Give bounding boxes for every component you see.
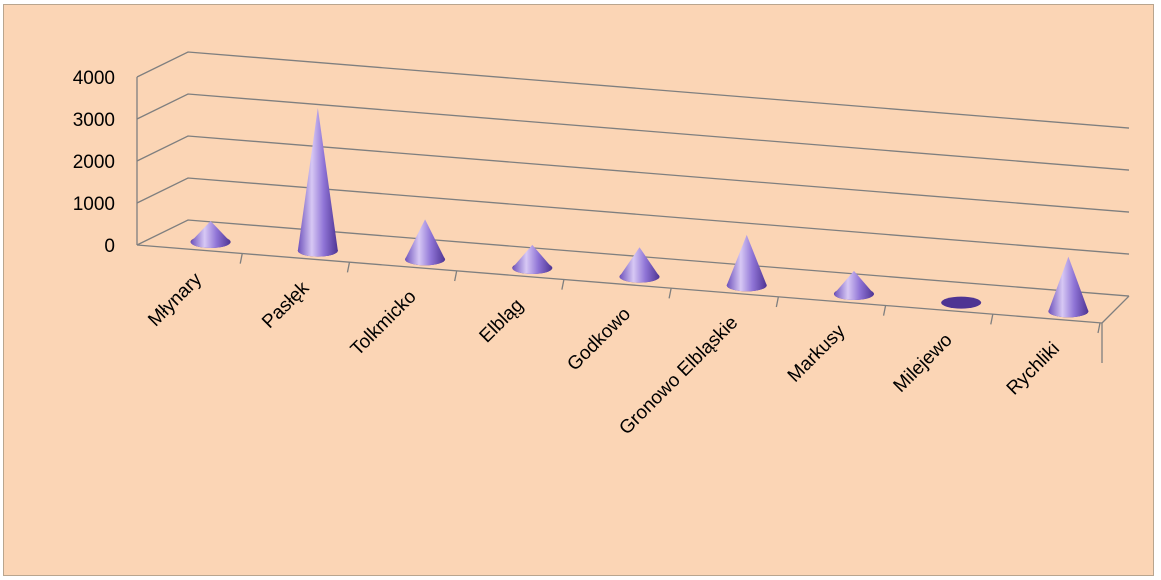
gridline — [136, 93, 1130, 171]
cone-body — [512, 244, 553, 274]
x-tick-label: Młynary — [144, 269, 206, 331]
cone-mark — [512, 244, 553, 274]
cone-body — [1048, 256, 1089, 318]
x-tick-label: Rychliki — [1003, 338, 1064, 399]
cone-base — [941, 296, 982, 309]
x-axis-line — [136, 244, 1103, 324]
cone-body — [726, 234, 767, 292]
cone-mark — [1048, 256, 1089, 318]
x-tick — [346, 262, 351, 273]
cone-mark — [297, 107, 338, 257]
x-tick — [1097, 322, 1101, 334]
cone-body — [190, 220, 231, 248]
gridline — [136, 51, 1130, 129]
gridlines — [136, 51, 1130, 363]
cone-chart: 4000 3000 2000 1000 0 Młynary Pasłęk Tolkmicko… — [73, 51, 1130, 440]
gridline — [136, 177, 1130, 255]
floor-right-depth — [1101, 295, 1130, 324]
x-tick-label: Godkowo — [563, 304, 635, 376]
x-tick-label: Gronowo Elbląskie — [615, 312, 742, 439]
y-tick-label: 1000 — [73, 194, 115, 215]
x-tick-label: Pasłęk — [258, 277, 314, 333]
cone-mark — [726, 234, 767, 292]
gridline — [136, 219, 1130, 297]
x-tick — [882, 305, 887, 316]
x-axis-labels: Młynary Pasłęk Tolkmicko Elbląg GodkowoGrono… — [144, 269, 1064, 440]
cone-mark — [405, 219, 446, 266]
x-tick — [561, 279, 565, 290]
x-tick — [239, 253, 243, 264]
y-tick-label: 0 — [104, 236, 115, 257]
x-tick — [668, 288, 672, 299]
gridline — [136, 135, 1130, 213]
y-axis-ticks: 4000 3000 2000 1000 0 — [73, 68, 115, 257]
cone-body — [619, 247, 660, 283]
y-tick-label: 2000 — [73, 152, 115, 173]
cones — [190, 107, 1089, 318]
x-tick-label: Markusy — [784, 321, 850, 387]
cone-body — [405, 219, 446, 266]
chart-area: 4000 3000 2000 1000 0 Młynary Pasłęk Tolkmicko… — [3, 4, 1154, 576]
cone-mark — [619, 247, 660, 283]
cone-mark — [190, 220, 231, 248]
x-tick-label: Tolkmicko — [347, 286, 421, 360]
y-tick-label: 4000 — [73, 68, 115, 89]
x-tick — [775, 296, 779, 308]
y-tick-label: 3000 — [73, 110, 115, 131]
x-tick-label: Milejewo — [890, 330, 957, 397]
cone-body — [297, 107, 338, 257]
cone-body — [833, 270, 874, 300]
x-tick-label: Elbląg — [476, 295, 528, 347]
x-tick — [990, 314, 994, 325]
x-tick — [454, 270, 458, 282]
cone-mark — [833, 270, 874, 300]
cone-mark — [941, 296, 982, 309]
